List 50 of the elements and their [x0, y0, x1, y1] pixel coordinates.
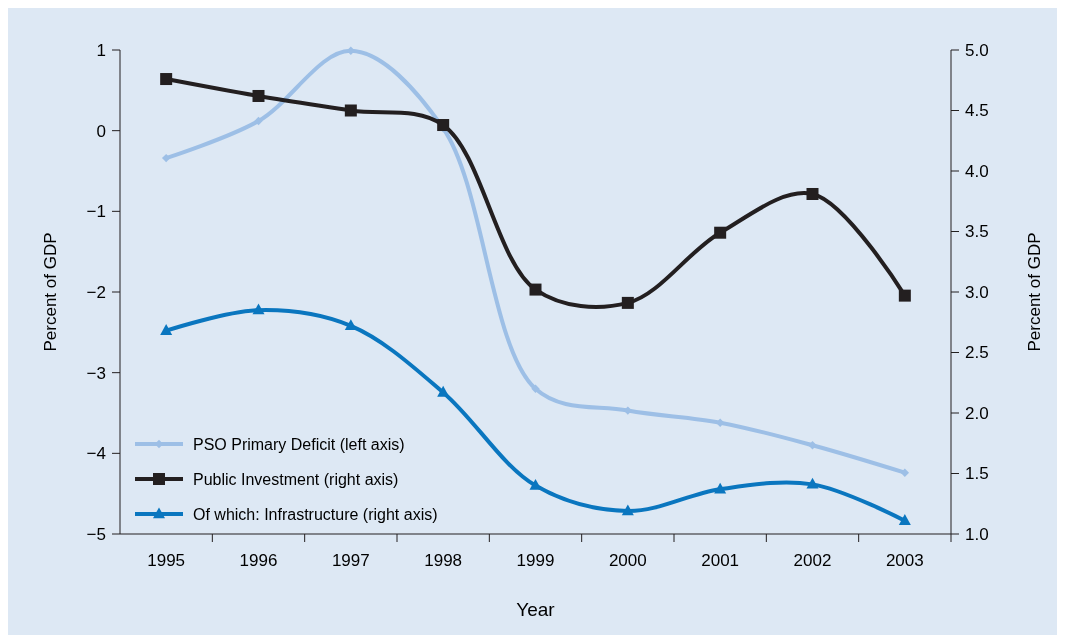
y-tick-label: −4: [86, 444, 106, 464]
point: [714, 482, 727, 494]
y2-tick-label: 1.5: [965, 464, 989, 484]
y2-tick-label: 2.5: [965, 343, 989, 363]
legend-label: PSO Primary Deficit (left axis): [193, 435, 405, 453]
point: [160, 73, 173, 86]
x-tick-label: 2003: [885, 551, 924, 570]
x-axis-title: Year: [516, 599, 556, 620]
point: [621, 504, 634, 516]
legend-label: Of which: Infrastructure (right axis): [193, 505, 438, 523]
x-tick-label: 2002: [793, 551, 832, 570]
x-tick-label: 1996: [239, 551, 278, 570]
point: [437, 119, 450, 132]
point: [808, 441, 817, 450]
y2-tick-label: 3.0: [965, 282, 989, 302]
x-tick-label: 1995: [147, 551, 186, 570]
point: [806, 477, 819, 489]
point: [898, 514, 911, 525]
point: [531, 384, 540, 393]
point: [160, 324, 173, 335]
y-tick-label: 1: [96, 40, 106, 60]
y2-tick-label: 3.5: [965, 222, 989, 242]
point: [898, 289, 911, 302]
point: [252, 89, 265, 102]
x-tick-label: 1999: [516, 551, 555, 570]
y-tick-label: −2: [86, 282, 106, 302]
point: [900, 468, 910, 477]
point: [252, 303, 265, 315]
point: [344, 104, 357, 117]
x-tick-label: 1997: [331, 551, 370, 570]
x-tick-label: 2001: [701, 551, 740, 570]
point: [714, 226, 727, 239]
point: [529, 283, 542, 296]
y-axis-title: Percent of GDP: [41, 232, 60, 352]
y-tick-label: −1: [86, 202, 106, 222]
y-tick-label: −3: [86, 363, 106, 383]
x-tick-label: 1998: [424, 551, 463, 570]
y2-tick-label: 2.0: [965, 403, 989, 423]
y2-tick-label: 1.0: [965, 524, 989, 544]
x-tick-label: 2000: [608, 551, 647, 570]
point: [621, 296, 634, 309]
point: [806, 187, 819, 200]
y2-axis-title: Percent of GDP: [1025, 232, 1044, 352]
y2-tick-label: 4.0: [965, 161, 989, 181]
y2-tick-label: 4.5: [965, 101, 989, 121]
point: [254, 116, 263, 126]
y-tick-label: 0: [96, 121, 106, 141]
legend-label: Public Investment (right axis): [193, 470, 399, 488]
y-tick-label: −5: [86, 524, 106, 544]
y2-tick-label: 5.0: [965, 40, 989, 60]
